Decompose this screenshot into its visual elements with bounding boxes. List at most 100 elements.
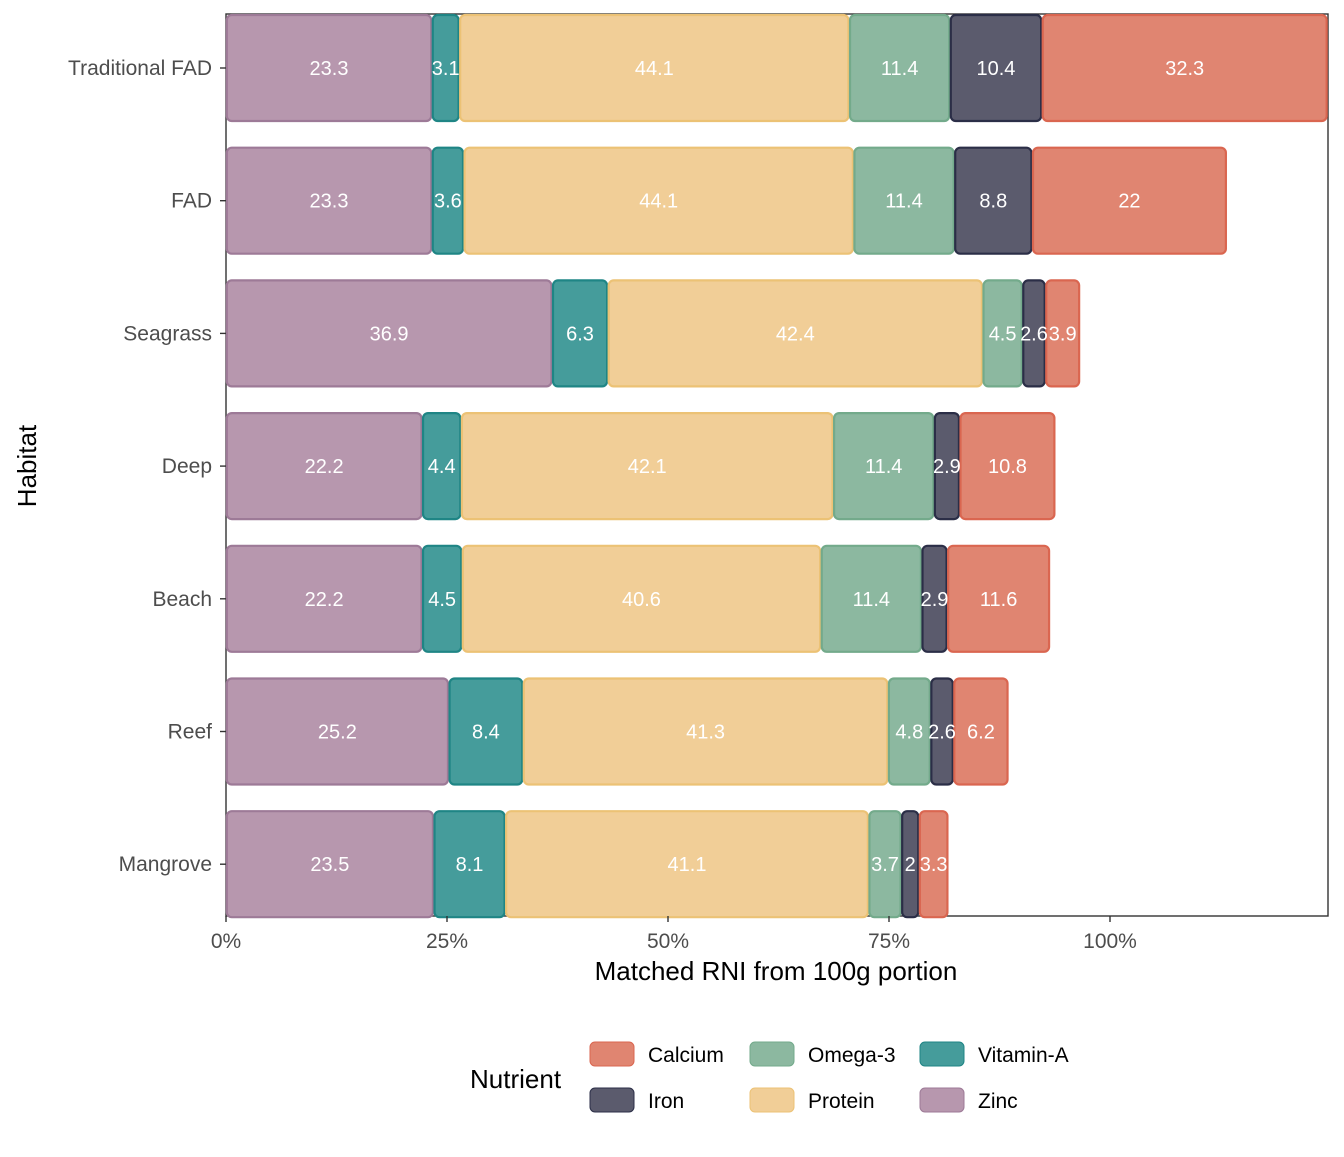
y-axis-title: Habitat <box>12 424 42 507</box>
data-label: 2.9 <box>933 456 961 478</box>
bar-segment-protein <box>461 544 822 653</box>
data-label: 4.4 <box>428 456 456 478</box>
data-label: 23.3 <box>310 191 349 213</box>
bar-segment-protein <box>459 13 850 123</box>
bar-segment-vitamin-a <box>421 412 462 521</box>
bar-segment-zinc <box>225 412 423 521</box>
data-label: 3.3 <box>920 854 948 876</box>
bar-segment-omega-3 <box>887 677 931 786</box>
legend-swatch-zinc <box>919 1087 965 1113</box>
legend-swatch-vitamin-a <box>919 1041 965 1067</box>
bar-segment-vitamin-a <box>551 279 609 388</box>
bar-segment-iron <box>949 13 1043 123</box>
data-label: 6.3 <box>566 323 594 345</box>
bar-segment-protein <box>607 279 984 388</box>
bar-segment-zinc <box>225 544 423 653</box>
bar-segment-protein <box>460 412 834 521</box>
bar-segment-calcium <box>953 677 1009 786</box>
data-label: 22.2 <box>305 589 344 611</box>
data-label: 8.1 <box>456 854 484 876</box>
x-axis-title: Matched RNI from 100g portion <box>595 956 958 986</box>
legend-label-vitamin-a: Vitamin-A <box>978 1044 1069 1067</box>
data-label: 8.8 <box>979 191 1007 213</box>
legend-swatch-iron <box>589 1087 635 1113</box>
x-tick-label: 75% <box>868 930 910 953</box>
bar-segment-protein <box>505 810 869 919</box>
data-label: 2.9 <box>921 589 949 611</box>
data-label: 41.3 <box>686 722 725 744</box>
data-label: 36.9 <box>370 323 409 345</box>
data-label: 11.4 <box>853 589 890 611</box>
bar-segment-protein <box>463 146 854 255</box>
y-tick-label: Reef <box>168 721 213 744</box>
bar-segment-vitamin-a <box>433 810 506 919</box>
data-label: 23.5 <box>310 854 349 876</box>
bar-segment-calcium <box>918 810 949 919</box>
y-tick-label: Seagrass <box>123 322 212 345</box>
x-tick-label: 25% <box>426 930 468 953</box>
data-label: 41.1 <box>668 854 707 876</box>
data-label: 25.2 <box>318 722 357 744</box>
legend: Nutrient Calcium Omega-3 Vitamin-A Iron Prot… <box>470 1041 1069 1113</box>
bar-segment-vitamin-a <box>431 13 460 123</box>
bar-segment-zinc <box>225 146 433 255</box>
bar-segment-zinc <box>225 677 450 786</box>
data-label: 40.6 <box>622 589 661 611</box>
y-tick-label: FAD <box>171 190 212 213</box>
data-label: 11.4 <box>885 191 922 213</box>
bar-segment-omega-3 <box>982 279 1023 388</box>
x-tick-label: 100% <box>1083 930 1137 953</box>
y-tick-label: Beach <box>152 588 212 611</box>
bar-segment-calcium <box>1041 13 1328 123</box>
bar-segment-omega-3 <box>853 146 955 255</box>
data-label: 8.4 <box>472 722 500 744</box>
data-label: 23.3 <box>310 58 349 80</box>
data-label: 10.8 <box>988 456 1027 478</box>
data-label: 3.6 <box>434 191 462 213</box>
bar-segment-iron <box>921 544 948 653</box>
data-label: 3.1 <box>432 58 460 80</box>
legend-label-iron: Iron <box>648 1090 684 1113</box>
data-label: 3.7 <box>871 854 899 876</box>
bar-segment-protein <box>522 677 889 786</box>
legend-label-omega-3: Omega-3 <box>808 1044 896 1067</box>
bar-segment-iron <box>933 412 961 521</box>
legend-swatch-calcium <box>589 1041 635 1067</box>
data-label: 42.1 <box>628 456 667 478</box>
data-label: 4.5 <box>428 589 456 611</box>
data-label: 4.8 <box>895 722 923 744</box>
data-label: 6.2 <box>967 722 995 744</box>
bar-segment-omega-3 <box>833 412 935 521</box>
bar-segment-iron <box>954 146 1033 255</box>
bar-segment-vitamin-a <box>421 544 463 653</box>
data-label: 3.9 <box>1049 323 1077 345</box>
bar-segment-zinc <box>225 810 435 919</box>
data-label: 11.6 <box>980 589 1017 611</box>
y-tick-label: Deep <box>162 455 212 478</box>
legend-title: Nutrient <box>470 1064 562 1094</box>
data-label: 44.1 <box>639 191 678 213</box>
bar-labels: 23.3 3.1 44.1 11.4 10.4 32.3 23.3 3.6 44.1 11.4 8.… <box>305 58 1205 876</box>
legend-swatch-omega-3 <box>749 1041 795 1067</box>
data-label: 44.1 <box>635 58 674 80</box>
bars <box>225 13 1328 919</box>
x-tick-label: 0% <box>211 930 241 953</box>
x-tick-label: 50% <box>647 930 689 953</box>
bar-segment-iron <box>1022 279 1046 388</box>
data-label: 10.4 <box>976 58 1015 80</box>
y-axis: Traditional FAD FAD Seagrass Deep Beach Reef M… <box>68 57 226 876</box>
bar-segment-calcium <box>959 412 1056 521</box>
legend-swatch-protein <box>749 1087 795 1113</box>
bar-segment-iron <box>930 677 954 786</box>
bar-segment-omega-3 <box>848 13 951 123</box>
bar-segment-vitamin-a <box>431 146 465 255</box>
data-label: 11.4 <box>881 58 918 80</box>
data-label: 22 <box>1118 191 1140 213</box>
legend-label-calcium: Calcium <box>648 1044 724 1067</box>
bar-segment-zinc <box>225 279 553 388</box>
bar-segment-calcium <box>1031 146 1227 255</box>
bar-segment-iron <box>901 810 920 919</box>
data-label: 2 <box>905 854 916 876</box>
